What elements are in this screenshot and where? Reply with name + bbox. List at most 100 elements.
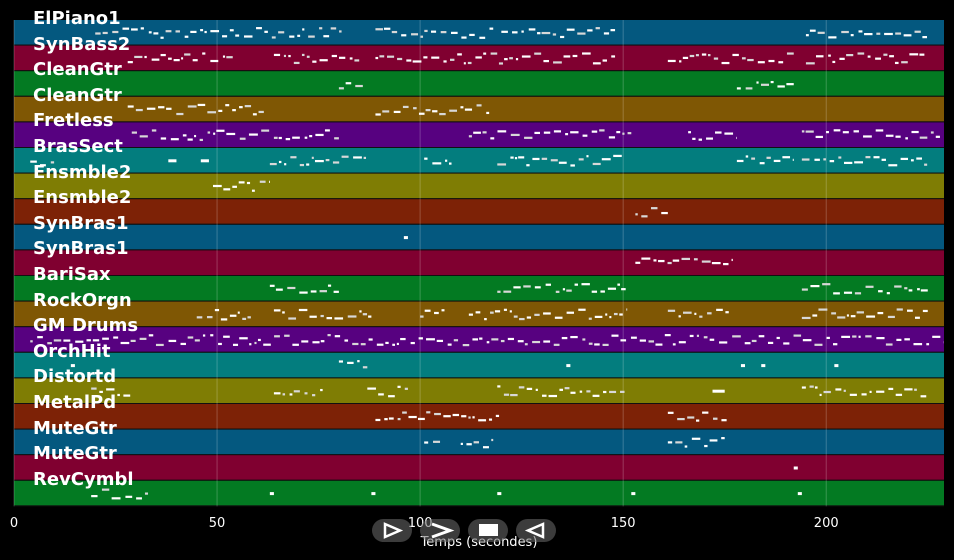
note: [264, 30, 268, 33]
note: [719, 341, 728, 344]
note: [490, 137, 495, 140]
note: [151, 129, 157, 132]
note: [334, 335, 341, 338]
note: [655, 343, 663, 346]
note: [731, 258, 733, 262]
note: [251, 189, 255, 192]
note: [274, 335, 280, 338]
note: [168, 159, 177, 163]
note: [275, 288, 283, 291]
note: [190, 30, 197, 34]
note: [846, 54, 854, 57]
note: [396, 342, 399, 346]
note: [466, 443, 472, 446]
note: [621, 288, 626, 291]
note: [592, 394, 600, 397]
note: [136, 497, 142, 500]
note: [289, 35, 295, 38]
note: [292, 136, 300, 139]
track-lane: [14, 276, 944, 301]
note: [818, 308, 828, 311]
note: [875, 57, 881, 60]
note: [545, 283, 551, 286]
note: [566, 364, 571, 368]
note: [704, 444, 708, 448]
stop-button[interactable]: [468, 519, 508, 542]
note: [278, 160, 282, 164]
note: [894, 285, 902, 288]
play-button[interactable]: [372, 519, 412, 542]
note: [600, 290, 605, 293]
note: [828, 36, 837, 39]
note: [315, 133, 324, 137]
note: [773, 159, 781, 163]
note: [667, 59, 676, 63]
note: [560, 35, 565, 39]
note: [877, 311, 884, 315]
note: [216, 129, 225, 132]
note: [304, 136, 308, 139]
note: [473, 441, 480, 444]
note: [184, 53, 191, 56]
note: [688, 131, 691, 134]
track-label: SynBras1: [33, 238, 129, 260]
note: [699, 315, 703, 318]
x-tick-label: 150: [610, 516, 636, 531]
note: [489, 27, 494, 30]
note: [588, 317, 592, 320]
note: [431, 30, 437, 33]
note: [368, 315, 372, 318]
note: [268, 180, 270, 183]
track-label: SynBras1: [33, 212, 129, 234]
note: [490, 52, 498, 55]
note: [535, 388, 538, 391]
note: [611, 55, 616, 58]
note: [289, 393, 293, 396]
note: [213, 132, 216, 135]
note: [166, 107, 172, 110]
note: [566, 311, 574, 314]
note: [582, 338, 586, 341]
note: [139, 337, 147, 340]
note: [39, 164, 46, 167]
note: [603, 390, 607, 394]
note: [91, 387, 97, 390]
note: [312, 60, 317, 63]
rewind-icon: [524, 522, 545, 539]
note: [99, 390, 103, 394]
note: [363, 156, 367, 160]
note: [207, 111, 217, 114]
note: [424, 157, 428, 160]
note: [602, 59, 607, 62]
note: [229, 29, 234, 32]
note: [736, 87, 741, 90]
track-lane: [14, 455, 944, 480]
note: [672, 343, 676, 346]
note: [801, 158, 810, 161]
fast-forward-icon: [431, 522, 455, 539]
note: [570, 391, 576, 394]
note: [338, 87, 344, 90]
note: [196, 316, 203, 319]
note: [554, 316, 563, 319]
fast-forward-button[interactable]: [420, 519, 460, 542]
note: [498, 62, 504, 65]
note: [724, 132, 734, 135]
note: [360, 343, 366, 346]
note: [854, 161, 864, 164]
note: [319, 59, 328, 62]
note: [330, 27, 337, 30]
note: [832, 60, 836, 64]
note: [524, 343, 528, 346]
note: [679, 60, 682, 63]
rewind-button[interactable]: [516, 519, 556, 542]
note: [292, 343, 299, 346]
note: [751, 157, 756, 160]
track-lane: [14, 173, 944, 199]
track-label: CleanGtr: [33, 59, 122, 81]
note: [314, 159, 324, 163]
note: [433, 440, 441, 443]
note: [375, 28, 383, 31]
note: [521, 55, 531, 58]
note: [460, 442, 463, 446]
